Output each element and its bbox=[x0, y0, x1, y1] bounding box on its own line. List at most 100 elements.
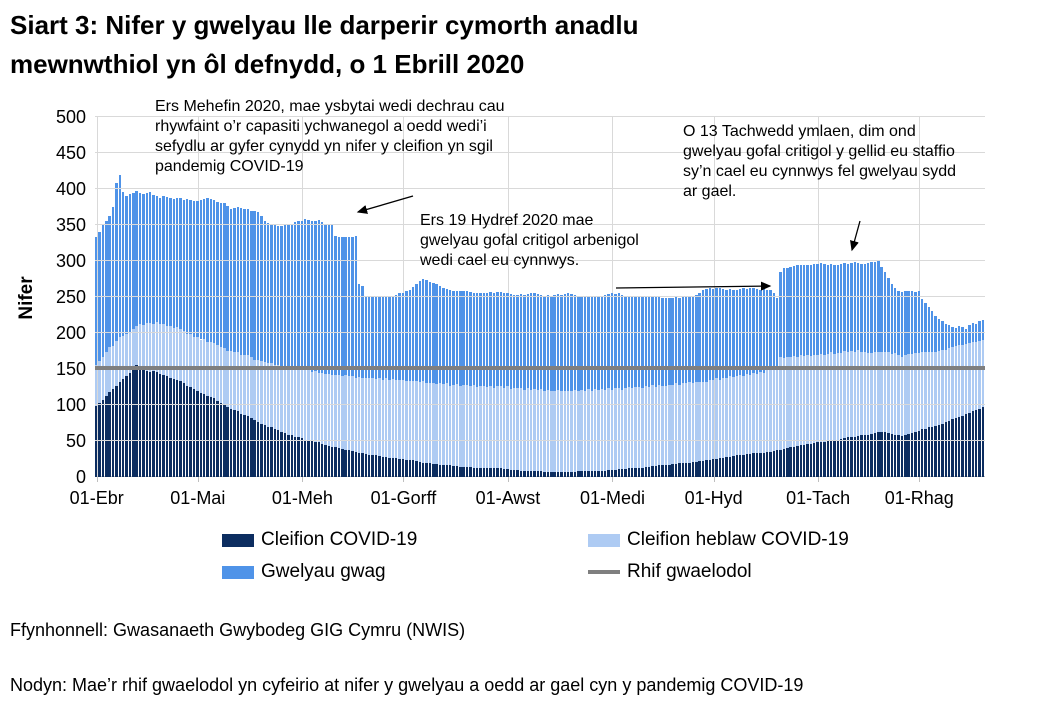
bar bbox=[337, 117, 341, 477]
bar-segment-0 bbox=[479, 467, 482, 477]
bar-segment-2 bbox=[229, 209, 233, 351]
bar-segment-1 bbox=[941, 350, 944, 424]
bar bbox=[816, 117, 819, 477]
bar-segment-1 bbox=[378, 378, 381, 457]
bar bbox=[880, 117, 883, 477]
bar-segment-2 bbox=[101, 223, 105, 357]
bar-segment-0 bbox=[786, 448, 789, 477]
bar bbox=[735, 117, 738, 477]
bar bbox=[344, 117, 347, 477]
bar-segment-2 bbox=[125, 196, 128, 335]
bar-segment-1 bbox=[138, 324, 142, 368]
bar bbox=[502, 117, 506, 477]
bar-segment-1 bbox=[900, 356, 904, 436]
bar-segment-1 bbox=[425, 383, 428, 463]
bar-segment-2 bbox=[354, 235, 357, 378]
bar-segment-0 bbox=[347, 449, 351, 477]
bar bbox=[900, 117, 904, 477]
bar-segment-0 bbox=[297, 437, 300, 477]
bar bbox=[671, 117, 674, 477]
bar-segment-2 bbox=[705, 289, 708, 382]
bar-segment-0 bbox=[765, 451, 769, 477]
bar-segment-2 bbox=[314, 220, 317, 372]
bar bbox=[725, 117, 728, 477]
bar bbox=[277, 117, 280, 477]
bar-segment-0 bbox=[775, 450, 779, 477]
bar-segment-1 bbox=[573, 389, 577, 472]
bar-segment-0 bbox=[475, 467, 479, 477]
bar-segment-1 bbox=[169, 325, 172, 378]
bar bbox=[398, 117, 401, 477]
bar-segment-2 bbox=[145, 193, 148, 323]
bar bbox=[529, 117, 533, 477]
bar bbox=[438, 117, 442, 477]
bar-segment-1 bbox=[256, 359, 260, 422]
bar-segment-0 bbox=[401, 459, 405, 477]
bar-segment-2 bbox=[856, 263, 860, 351]
bar bbox=[226, 117, 229, 477]
bar-segment-1 bbox=[233, 352, 236, 411]
bar-segment-1 bbox=[408, 380, 411, 461]
x-axis-tick-mark bbox=[612, 477, 614, 482]
bar-segment-1 bbox=[239, 355, 243, 414]
bar-segment-1 bbox=[243, 355, 246, 416]
bar-segment-1 bbox=[523, 389, 526, 471]
bar-segment-2 bbox=[148, 191, 152, 323]
bar-segment-1 bbox=[647, 387, 651, 467]
bar-segment-0 bbox=[435, 464, 438, 477]
bar bbox=[384, 117, 388, 477]
bar-segment-2 bbox=[448, 289, 452, 386]
bar bbox=[482, 117, 486, 477]
bar bbox=[324, 117, 327, 477]
bar-segment-1 bbox=[718, 379, 722, 459]
bar-segment-2 bbox=[388, 295, 391, 380]
bar bbox=[917, 117, 920, 477]
bar-segment-0 bbox=[671, 464, 674, 477]
bar-segment-0 bbox=[135, 365, 138, 477]
bar-segment-2 bbox=[759, 289, 762, 372]
bar-segment-1 bbox=[951, 347, 954, 420]
bar-segment-2 bbox=[371, 295, 374, 378]
bar-segment-2 bbox=[408, 289, 411, 381]
bar-segment-1 bbox=[853, 352, 856, 437]
bar bbox=[543, 117, 546, 477]
bar-segment-2 bbox=[492, 292, 496, 388]
annotation-october-line: gwelyau gofal critigol arbenigol bbox=[420, 232, 639, 249]
bar bbox=[270, 117, 273, 477]
bar-segment-1 bbox=[789, 357, 792, 448]
bar-segment-0 bbox=[617, 469, 620, 477]
bar-segment-1 bbox=[893, 353, 897, 435]
bar-segment-2 bbox=[792, 266, 796, 357]
bar bbox=[148, 117, 152, 477]
bar bbox=[887, 117, 890, 477]
bar bbox=[293, 117, 297, 477]
bar-segment-2 bbox=[209, 199, 213, 342]
bar-segment-2 bbox=[823, 263, 826, 356]
bar-segment-1 bbox=[742, 376, 745, 455]
bar-segment-2 bbox=[277, 225, 280, 365]
bar-segment-1 bbox=[806, 354, 809, 444]
bar bbox=[509, 117, 513, 477]
bar-segment-1 bbox=[701, 381, 705, 462]
bar bbox=[186, 117, 189, 477]
bar-segment-1 bbox=[553, 391, 556, 472]
bar-segment-0 bbox=[236, 411, 239, 477]
bar-segment-2 bbox=[438, 286, 442, 384]
bar-segment-2 bbox=[647, 295, 651, 387]
bar-segment-1 bbox=[897, 354, 900, 436]
bar-segment-0 bbox=[509, 469, 513, 477]
bar bbox=[128, 117, 132, 477]
bar-segment-0 bbox=[341, 448, 344, 477]
bar-segment-0 bbox=[209, 397, 213, 477]
bar bbox=[422, 117, 425, 477]
bar-segment-2 bbox=[802, 264, 806, 357]
bar-segment-2 bbox=[796, 265, 799, 357]
bar bbox=[489, 117, 492, 477]
bar bbox=[368, 117, 371, 477]
bar-segment-2 bbox=[236, 207, 239, 353]
bar bbox=[853, 117, 856, 477]
bar-segment-0 bbox=[101, 399, 105, 477]
bar bbox=[799, 117, 802, 477]
bar-segment-2 bbox=[870, 262, 873, 354]
bar-segment-0 bbox=[162, 375, 165, 477]
